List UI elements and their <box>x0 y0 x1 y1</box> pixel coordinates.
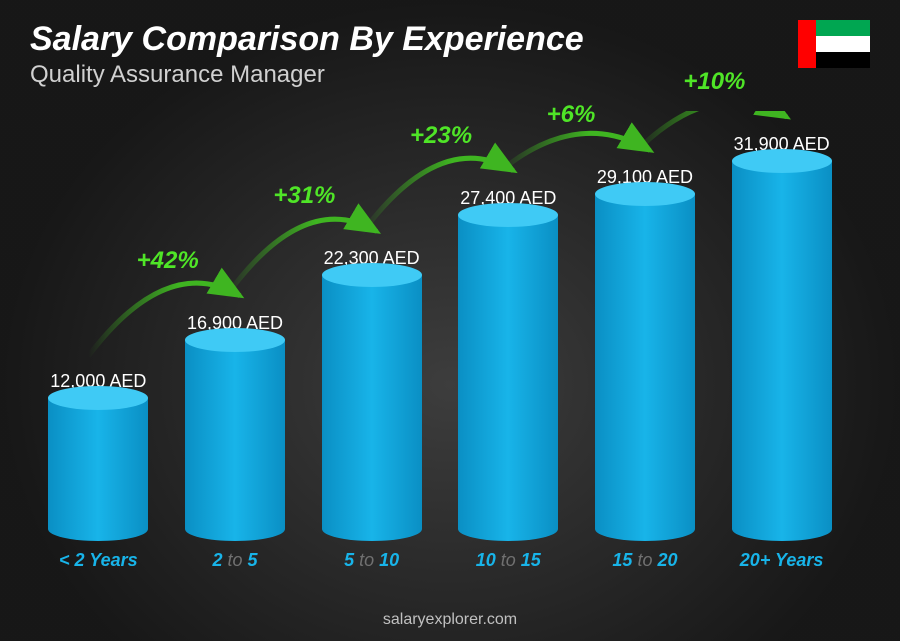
increase-label: +6% <box>547 101 596 129</box>
bars-container: 12,000 AED16,900 AED22,300 AED27,400 AED… <box>30 111 850 541</box>
increase-label: +42% <box>137 247 199 275</box>
increase-label: +23% <box>410 122 472 150</box>
x-axis-label: < 2 Years <box>38 550 158 571</box>
increase-label: +31% <box>273 182 335 210</box>
uae-flag-icon <box>798 20 870 68</box>
x-axis-label: 20+ Years <box>722 550 842 571</box>
bar-chart: 12,000 AED16,900 AED22,300 AED27,400 AED… <box>30 111 850 571</box>
x-axis-label: 2 to 5 <box>175 550 295 571</box>
bar-group: 27,400 AED <box>448 188 568 541</box>
x-axis-label: 5 to 10 <box>312 550 432 571</box>
increase-label: +10% <box>683 68 745 96</box>
x-axis-labels: < 2 Years 2 to 5 5 to 10 10 to 15 15 to 20 20… <box>30 550 850 571</box>
x-axis-label: 10 to 15 <box>448 550 568 571</box>
bar-group: 16,900 AED <box>175 313 295 541</box>
x-axis-label: 15 to 20 <box>585 550 705 571</box>
bar-group: 31,900 AED <box>722 134 842 541</box>
bar-group: 22,300 AED <box>312 248 432 541</box>
chart-title: Salary Comparison By Experience <box>30 20 870 59</box>
bar-group: 12,000 AED <box>38 371 158 541</box>
bar-group: 29,100 AED <box>585 167 705 541</box>
footer-attribution: salaryexplorer.com <box>0 611 900 629</box>
